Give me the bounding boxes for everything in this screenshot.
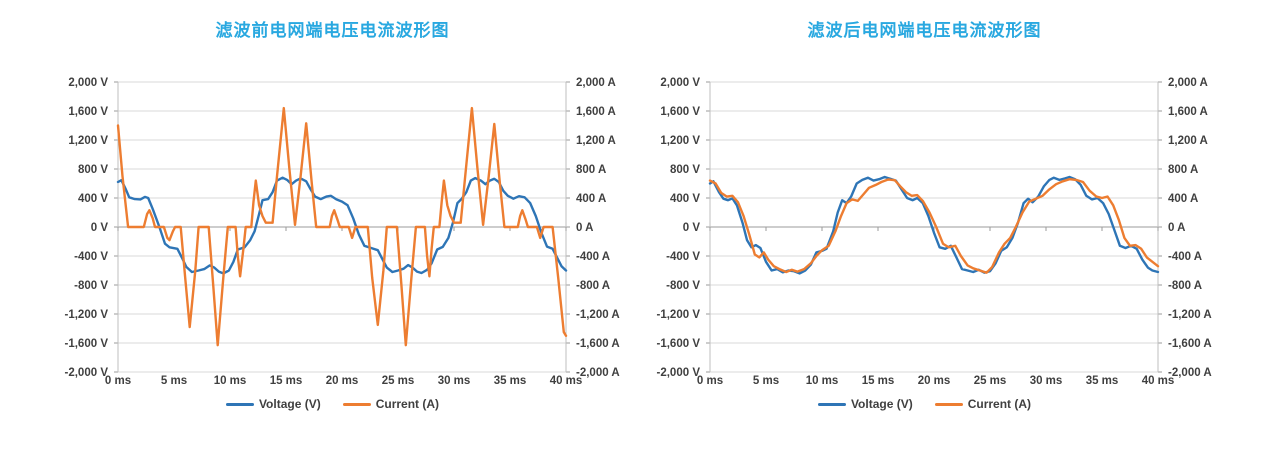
y-axis-left-label: 1,200 V (660, 135, 700, 147)
chart-before-filtering: 滤波前电网端电压电流波形图 2,000 V 2,000 A 1,600 V 1,600… (30, 0, 635, 451)
x-axis-label: 20 ms (326, 375, 359, 387)
y-axis-right-label: 2,000 A (576, 77, 616, 89)
legend-label-voltage: Voltage (V) (850, 397, 913, 411)
y-axis-right-label: 400 A (1168, 193, 1198, 205)
x-axis-label: 25 ms (382, 375, 415, 387)
x-axis-label: 5 ms (753, 375, 779, 387)
y-axis-right-label: -800 A (576, 280, 610, 292)
x-axis-label: 0 ms (105, 375, 131, 387)
y-axis-left-label: -800 V (74, 280, 108, 292)
x-axis-label: 35 ms (1086, 375, 1119, 387)
y-axis-left-label: 2,000 V (68, 77, 108, 89)
legend-item-current: Current (A) (934, 397, 1032, 411)
y-axis-left-label: -400 V (74, 251, 108, 263)
current-line-swatch (934, 402, 963, 406)
y-axis-left-label: -800 V (666, 280, 700, 292)
x-axis-label: 5 ms (161, 375, 187, 387)
y-axis-left-label: 2,000 V (660, 77, 700, 89)
y-axis-right-label: -1,200 A (576, 309, 620, 321)
x-axis-label: 15 ms (270, 375, 303, 387)
x-axis-label: 40 ms (550, 375, 583, 387)
y-axis-right-label: 0 A (1168, 222, 1185, 234)
y-axis-right-label: 2,000 A (1168, 77, 1208, 89)
y-axis-right-label: 0 A (576, 222, 593, 234)
y-axis-right-label: 1,600 A (576, 106, 616, 118)
chart-after-filtering: 滤波后电网端电压电流波形图 2,000 V 2,000 A 1,600 V 1,600… (622, 0, 1227, 451)
current-line-swatch (342, 402, 371, 406)
y-axis-left-label: -1,200 V (65, 309, 109, 321)
y-axis-right-label: -1,600 A (576, 338, 620, 350)
x-axis-label: 35 ms (494, 375, 527, 387)
x-axis-label: 30 ms (1030, 375, 1063, 387)
current-waveform (116, 106, 568, 347)
legend-label-current: Current (A) (967, 397, 1032, 411)
y-axis-right-label: 1,600 A (1168, 106, 1208, 118)
legend-after: Voltage (V) Current (A) (622, 397, 1227, 411)
waveform-plot-after: 2,000 V 2,000 A 1,600 V 1,600 A 1,200 V 1,200… (657, 77, 1212, 387)
y-axis-left-label: -1,600 V (657, 338, 701, 350)
y-axis-right-label: 1,200 A (576, 135, 616, 147)
y-axis-left-label: 400 V (670, 193, 700, 205)
legend-label-current: Current (A) (375, 397, 440, 411)
waveform-plot-before: 2,000 V 2,000 A 1,600 V 1,600 A 1,200 V 1,200… (65, 77, 620, 387)
current-waveform (708, 177, 1160, 274)
y-axis-left-label: 1,200 V (68, 135, 108, 147)
y-axis-left-label: -2,000 V (657, 367, 701, 379)
y-axis-left-label: 0 V (683, 222, 701, 234)
y-axis-right-label: -2,000 A (1168, 367, 1212, 379)
y-axis-right-label: -400 A (576, 251, 610, 263)
y-axis-right-label: 800 A (1168, 164, 1198, 176)
voltage-waveform (116, 176, 568, 275)
x-axis-label: 10 ms (214, 375, 247, 387)
y-axis-right-label: 800 A (576, 164, 606, 176)
x-axis-label: 15 ms (862, 375, 895, 387)
y-axis-right-label: -2,000 A (576, 367, 620, 379)
voltage-line-swatch (817, 402, 846, 406)
legend-item-current: Current (A) (342, 397, 440, 411)
y-axis-right-label: -800 A (1168, 280, 1202, 292)
legend-item-voltage: Voltage (V) (225, 397, 321, 411)
y-axis-right-label: -1,200 A (1168, 309, 1212, 321)
y-axis-right-label: -1,600 A (1168, 338, 1212, 350)
chart-title-before: 滤波前电网端电压电流波形图 (215, 21, 450, 40)
legend-before: Voltage (V) Current (A) (30, 397, 635, 411)
x-axis-label: 30 ms (438, 375, 471, 387)
y-axis-left-label: 1,600 V (68, 106, 108, 118)
x-axis-label: 40 ms (1142, 375, 1175, 387)
y-axis-left-label: -1,200 V (657, 309, 701, 321)
y-axis-right-label: 400 A (576, 193, 606, 205)
y-axis-right-label: -400 A (1168, 251, 1202, 263)
y-axis-right-label: 1,200 A (1168, 135, 1208, 147)
x-axis-label: 25 ms (974, 375, 1007, 387)
y-axis-left-label: -1,600 V (65, 338, 109, 350)
x-axis-label: 20 ms (918, 375, 951, 387)
x-axis-label: 10 ms (806, 375, 839, 387)
y-axis-left-label: 800 V (670, 164, 700, 176)
y-axis-left-label: 400 V (78, 193, 108, 205)
legend-label-voltage: Voltage (V) (258, 397, 321, 411)
y-axis-left-label: 800 V (78, 164, 108, 176)
y-axis-left-label: -2,000 V (65, 367, 109, 379)
y-axis-left-label: -400 V (666, 251, 700, 263)
x-axis-label: 0 ms (697, 375, 723, 387)
chart-title-after: 滤波后电网端电压电流波形图 (807, 21, 1042, 40)
legend-item-voltage: Voltage (V) (817, 397, 913, 411)
y-axis-left-label: 0 V (91, 222, 109, 234)
voltage-line-swatch (225, 402, 254, 406)
y-axis-left-label: 1,600 V (660, 106, 700, 118)
